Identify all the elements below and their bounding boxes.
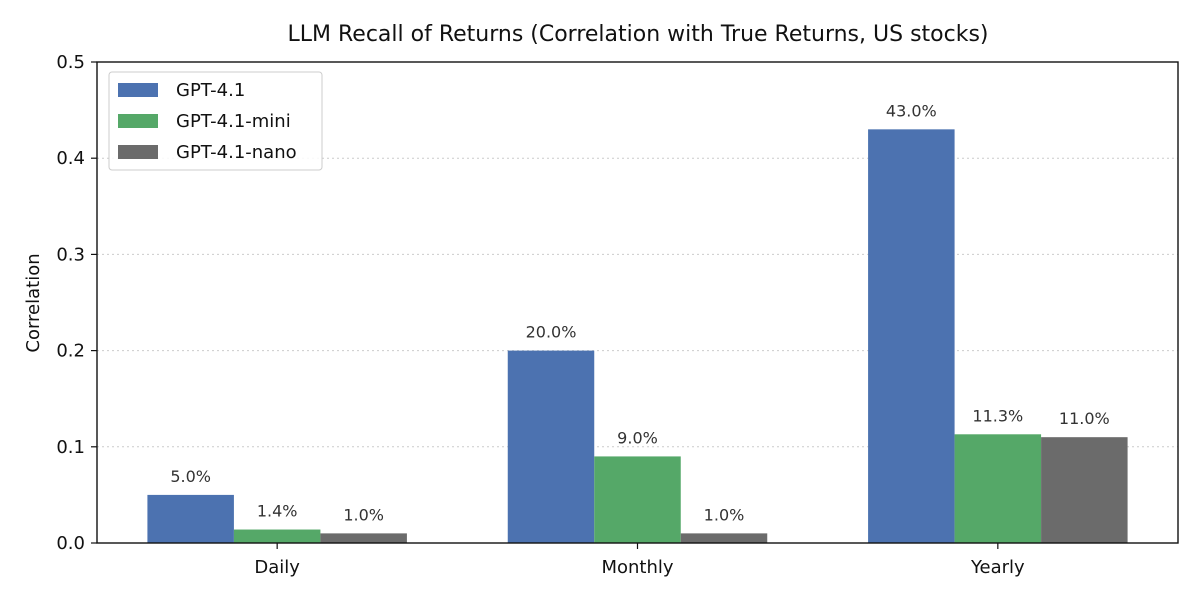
- legend-label: GPT-4.1-mini: [176, 111, 291, 132]
- x-tick-label: Daily: [254, 557, 300, 578]
- bar: [594, 456, 681, 543]
- grid-lines: [97, 157, 1178, 448]
- chart-title: LLM Recall of Returns (Correlation with …: [288, 22, 989, 47]
- data-label: 1.4%: [257, 502, 298, 521]
- y-tick-label: 0.4: [56, 148, 85, 169]
- bar: [320, 533, 407, 543]
- legend-swatch: [118, 145, 158, 159]
- data-label: 43.0%: [886, 101, 937, 120]
- bar: [680, 533, 768, 543]
- x-tick-label: Monthly: [601, 557, 673, 578]
- y-tick-label: 0.1: [56, 437, 85, 458]
- y-axis-label: Correlation: [23, 253, 44, 352]
- bar: [954, 434, 1042, 543]
- data-label: 5.0%: [170, 467, 211, 486]
- bar: [1041, 437, 1128, 543]
- bar: [147, 494, 234, 543]
- bar: [868, 129, 955, 543]
- legend-swatch: [118, 83, 158, 97]
- data-labels: 5.0% 1.4% 1.0% 20.0% 9.0% 1.0% 43.0% 11.3% 11.0%: [170, 101, 1109, 524]
- data-label: 1.0%: [343, 505, 384, 524]
- x-tick-label: Yearly: [970, 557, 1025, 578]
- data-label: 11.3%: [972, 406, 1023, 425]
- bars: [147, 129, 1128, 543]
- y-tick-label: 0.2: [56, 341, 85, 362]
- bar: [233, 529, 321, 543]
- data-label: 9.0%: [617, 428, 658, 447]
- legend: GPT-4.1 GPT-4.1-mini GPT-4.1-nano: [108, 71, 323, 171]
- legend-box: [108, 71, 323, 171]
- data-label: 11.0%: [1059, 409, 1110, 428]
- y-tick-label: 0.0: [56, 533, 85, 554]
- data-label: 20.0%: [526, 323, 577, 342]
- x-axis-ticks: Daily Monthly Yearly: [254, 543, 1025, 578]
- legend-label: GPT-4.1-nano: [176, 142, 297, 163]
- y-axis-ticks: 0.0 0.1 0.2 0.3 0.4 0.5: [56, 52, 97, 554]
- legend-label: GPT-4.1: [176, 80, 245, 101]
- legend-swatch: [118, 114, 158, 128]
- bar: [507, 350, 595, 543]
- data-label: 1.0%: [704, 505, 745, 524]
- y-tick-label: 0.3: [56, 244, 85, 265]
- y-tick-label: 0.5: [56, 52, 85, 73]
